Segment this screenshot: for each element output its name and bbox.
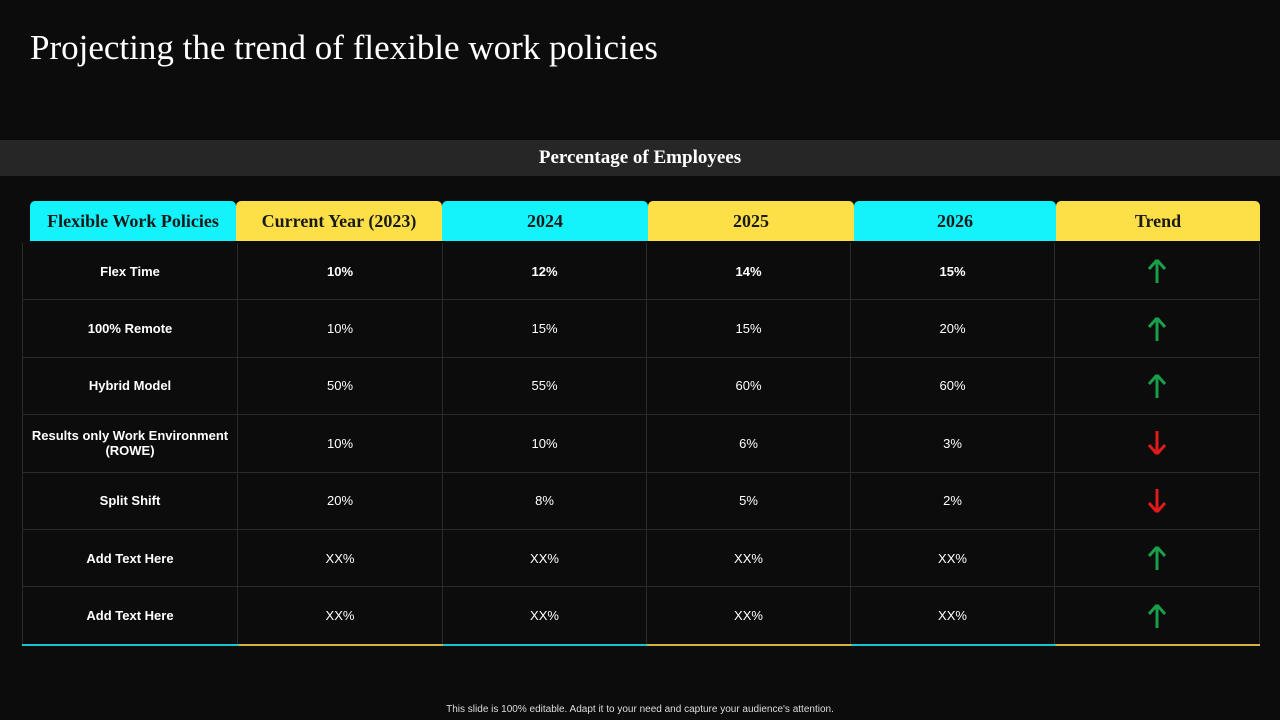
cell: Add Text Here <box>22 529 238 588</box>
cell: 50% <box>238 357 443 416</box>
cell: Flex Time <box>22 243 238 301</box>
header-cell: 2024 <box>442 201 648 241</box>
arrow-down <box>1147 488 1167 513</box>
footer-note: This slide is 100% editable. Adapt it to… <box>446 704 834 715</box>
cell: Hybrid Model <box>22 357 238 416</box>
table-header: Flexible Work Policies Current Year (202… <box>30 201 1260 241</box>
trend-cell <box>1055 300 1260 358</box>
cell: 15% <box>647 300 851 358</box>
cell: 6% <box>647 415 851 473</box>
table-row: Add Text Here XX% XX% XX% XX% <box>22 587 1260 645</box>
arrow-up <box>1147 316 1167 341</box>
cell: 55% <box>443 357 647 416</box>
cell: 15% <box>851 243 1055 301</box>
banner: Percentage of Employees <box>0 140 1280 176</box>
cell: 8% <box>443 472 647 530</box>
cell: 5% <box>647 472 851 530</box>
table-row: 100% Remote 10% 15% 15% 20% <box>22 300 1260 358</box>
cell: XX% <box>238 529 443 588</box>
table-row: Hybrid Model 50% 55% 60% 60% <box>22 357 1260 416</box>
cell: 20% <box>851 300 1055 358</box>
trend-cell <box>1055 587 1260 645</box>
arrow-up <box>1147 546 1167 571</box>
cell: 2% <box>851 472 1055 530</box>
trend-cell <box>1055 357 1260 416</box>
cell: 10% <box>238 243 443 301</box>
header-cell: Current Year (2023) <box>236 201 442 241</box>
arrow-up <box>1147 259 1167 284</box>
cell: 15% <box>443 300 647 358</box>
cell: 10% <box>443 415 647 473</box>
arrow-down <box>1147 431 1167 456</box>
table-row: Add Text Here XX% XX% XX% XX% <box>22 529 1260 588</box>
cell: 60% <box>647 357 851 416</box>
cell: 3% <box>851 415 1055 473</box>
cell: 14% <box>647 243 851 301</box>
cell: XX% <box>647 587 851 645</box>
cell: XX% <box>443 529 647 588</box>
cell: 60% <box>851 357 1055 416</box>
cell: XX% <box>851 587 1055 645</box>
header-cell: Trend <box>1056 201 1260 241</box>
table-body: Flex Time 10% 12% 14% 15% 100% Remote 10… <box>22 243 1260 645</box>
trend-cell <box>1055 472 1260 530</box>
cell: Results only Work Environment (ROWE) <box>22 415 238 473</box>
arrow-up <box>1147 603 1167 628</box>
cell: Add Text Here <box>22 587 238 645</box>
trend-cell <box>1055 529 1260 588</box>
header-cell: 2025 <box>648 201 854 241</box>
cell: 10% <box>238 300 443 358</box>
table-row: Results only Work Environment (ROWE) 10%… <box>22 415 1260 473</box>
cell: XX% <box>647 529 851 588</box>
cell: Split Shift <box>22 472 238 530</box>
cell: XX% <box>443 587 647 645</box>
trend-cell <box>1055 415 1260 473</box>
trend-cell <box>1055 243 1260 301</box>
cell: XX% <box>238 587 443 645</box>
cell: XX% <box>851 529 1055 588</box>
table-row: Split Shift 20% 8% 5% 2% <box>22 472 1260 530</box>
cell: 12% <box>443 243 647 301</box>
cell: 20% <box>238 472 443 530</box>
title: Projecting the trend of flexible work po… <box>30 28 658 67</box>
header-cell: Flexible Work Policies <box>30 201 236 241</box>
header-cell: 2026 <box>854 201 1056 241</box>
cell: 10% <box>238 415 443 473</box>
cell: 100% Remote <box>22 300 238 358</box>
table-bottom-rule <box>22 644 1260 646</box>
table-row: Flex Time 10% 12% 14% 15% <box>22 243 1260 301</box>
arrow-up <box>1147 373 1167 398</box>
